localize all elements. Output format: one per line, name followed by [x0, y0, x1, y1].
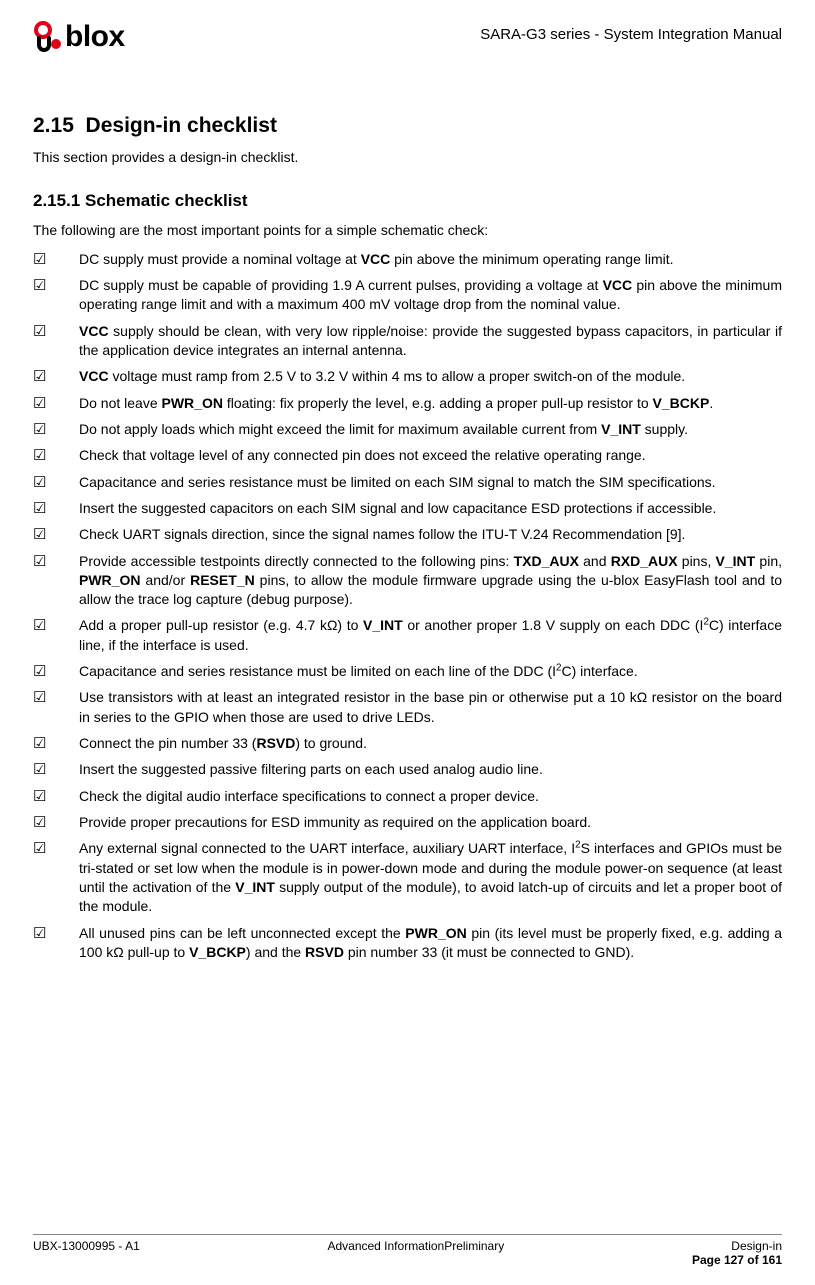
check-icon: ☑ [33, 525, 79, 544]
checklist-item: ☑Use transistors with at least an integr… [33, 688, 782, 727]
check-icon: ☑ [33, 250, 79, 269]
checklist-item-text: Check that voltage level of any connecte… [79, 446, 782, 465]
checklist-item: ☑Connect the pin number 33 (RSVD) to gro… [33, 734, 782, 753]
check-icon: ☑ [33, 813, 79, 832]
footer-divider [33, 1234, 782, 1235]
check-icon: ☑ [33, 662, 79, 681]
checklist-item-text: Capacitance and series resistance must b… [79, 662, 782, 681]
footer-left: UBX-13000995 - A1 [33, 1239, 140, 1267]
checklist-item: ☑Do not leave PWR_ON floating: fix prope… [33, 394, 782, 413]
checklist: ☑DC supply must provide a nominal voltag… [33, 250, 782, 962]
section-number: 2.15 [33, 114, 74, 137]
checklist-item-text: Do not apply loads which might exceed th… [79, 420, 782, 439]
checklist-item-text: VCC voltage must ramp from 2.5 V to 3.2 … [79, 367, 782, 386]
checklist-item: ☑Check that voltage level of any connect… [33, 446, 782, 465]
check-icon: ☑ [33, 322, 79, 341]
check-icon: ☑ [33, 473, 79, 492]
check-icon: ☑ [33, 394, 79, 413]
check-icon: ☑ [33, 276, 79, 295]
check-icon: ☑ [33, 616, 79, 635]
logo-text: blox [65, 20, 125, 54]
checklist-item-text: DC supply must be capable of providing 1… [79, 276, 782, 315]
footer-right: Design-in Page 127 of 161 [692, 1239, 782, 1267]
checklist-item-text: Provide accessible testpoints directly c… [79, 552, 782, 610]
checklist-item: ☑DC supply must be capable of providing … [33, 276, 782, 315]
checklist-item: ☑Insert the suggested passive filtering … [33, 760, 782, 779]
checklist-item: ☑VCC supply should be clean, with very l… [33, 322, 782, 361]
check-icon: ☑ [33, 924, 79, 943]
footer-page: Page 127 of 161 [692, 1253, 782, 1267]
page-footer: UBX-13000995 - A1 Advanced InformationPr… [33, 1234, 782, 1267]
page-header: blox SARA-G3 series - System Integration… [33, 20, 782, 54]
checklist-item-text: Any external signal connected to the UAR… [79, 839, 782, 916]
subsection-number: 2.15.1 [33, 191, 80, 210]
check-icon: ☑ [33, 499, 79, 518]
subsection-heading: 2.15.1 Schematic checklist [33, 191, 782, 211]
checklist-item-text: All unused pins can be left unconnected … [79, 924, 782, 963]
section-intro: This section provides a design-in checkl… [33, 148, 782, 167]
check-icon: ☑ [33, 760, 79, 779]
checklist-item-text: Do not leave PWR_ON floating: fix proper… [79, 394, 782, 413]
check-icon: ☑ [33, 734, 79, 753]
section-title: Design-in checklist [86, 114, 277, 137]
checklist-item: ☑VCC voltage must ramp from 2.5 V to 3.2… [33, 367, 782, 386]
checklist-item: ☑Any external signal connected to the UA… [33, 839, 782, 916]
checklist-item-text: Use transistors with at least an integra… [79, 688, 782, 727]
checklist-item: ☑Add a proper pull-up resistor (e.g. 4.7… [33, 616, 782, 655]
checklist-item-text: Connect the pin number 33 (RSVD) to grou… [79, 734, 782, 753]
checklist-item: ☑DC supply must provide a nominal voltag… [33, 250, 782, 269]
checklist-item: ☑Provide proper precautions for ESD immu… [33, 813, 782, 832]
footer-center: Advanced InformationPreliminary [327, 1239, 504, 1267]
checklist-item-text: DC supply must provide a nominal voltage… [79, 250, 782, 269]
checklist-item: ☑Check the digital audio interface speci… [33, 787, 782, 806]
checklist-item-text: VCC supply should be clean, with very lo… [79, 322, 782, 361]
checklist-item-text: Check the digital audio interface specif… [79, 787, 782, 806]
checklist-item: ☑Do not apply loads which might exceed t… [33, 420, 782, 439]
footer-right-top: Design-in [692, 1239, 782, 1253]
checklist-item: ☑Provide accessible testpoints directly … [33, 552, 782, 610]
check-icon: ☑ [33, 446, 79, 465]
check-icon: ☑ [33, 688, 79, 707]
checklist-item: ☑Capacitance and series resistance must … [33, 662, 782, 681]
checklist-item-text: Provide proper precautions for ESD immun… [79, 813, 782, 832]
checklist-item: ☑Check UART signals direction, since the… [33, 525, 782, 544]
check-icon: ☑ [33, 420, 79, 439]
checklist-item-text: Insert the suggested capacitors on each … [79, 499, 782, 518]
checklist-item: ☑Capacitance and series resistance must … [33, 473, 782, 492]
page: blox SARA-G3 series - System Integration… [0, 0, 815, 1285]
check-icon: ☑ [33, 839, 79, 858]
check-icon: ☑ [33, 552, 79, 571]
doc-title: SARA-G3 series - System Integration Manu… [480, 20, 782, 43]
checklist-item-text: Add a proper pull-up resistor (e.g. 4.7 … [79, 616, 782, 655]
footer-row: UBX-13000995 - A1 Advanced InformationPr… [33, 1239, 782, 1267]
logo-mark-icon [33, 21, 63, 53]
subsection-lead: The following are the most important poi… [33, 221, 782, 240]
checklist-item-text: Check UART signals direction, since the … [79, 525, 782, 544]
subsection-title: Schematic checklist [85, 191, 248, 210]
checklist-item: ☑All unused pins can be left unconnected… [33, 924, 782, 963]
checklist-item-text: Insert the suggested passive filtering p… [79, 760, 782, 779]
check-icon: ☑ [33, 367, 79, 386]
check-icon: ☑ [33, 787, 79, 806]
checklist-item-text: Capacitance and series resistance must b… [79, 473, 782, 492]
section-heading: 2.15 Design-in checklist [33, 114, 782, 138]
logo: blox [33, 20, 125, 54]
checklist-item: ☑Insert the suggested capacitors on each… [33, 499, 782, 518]
